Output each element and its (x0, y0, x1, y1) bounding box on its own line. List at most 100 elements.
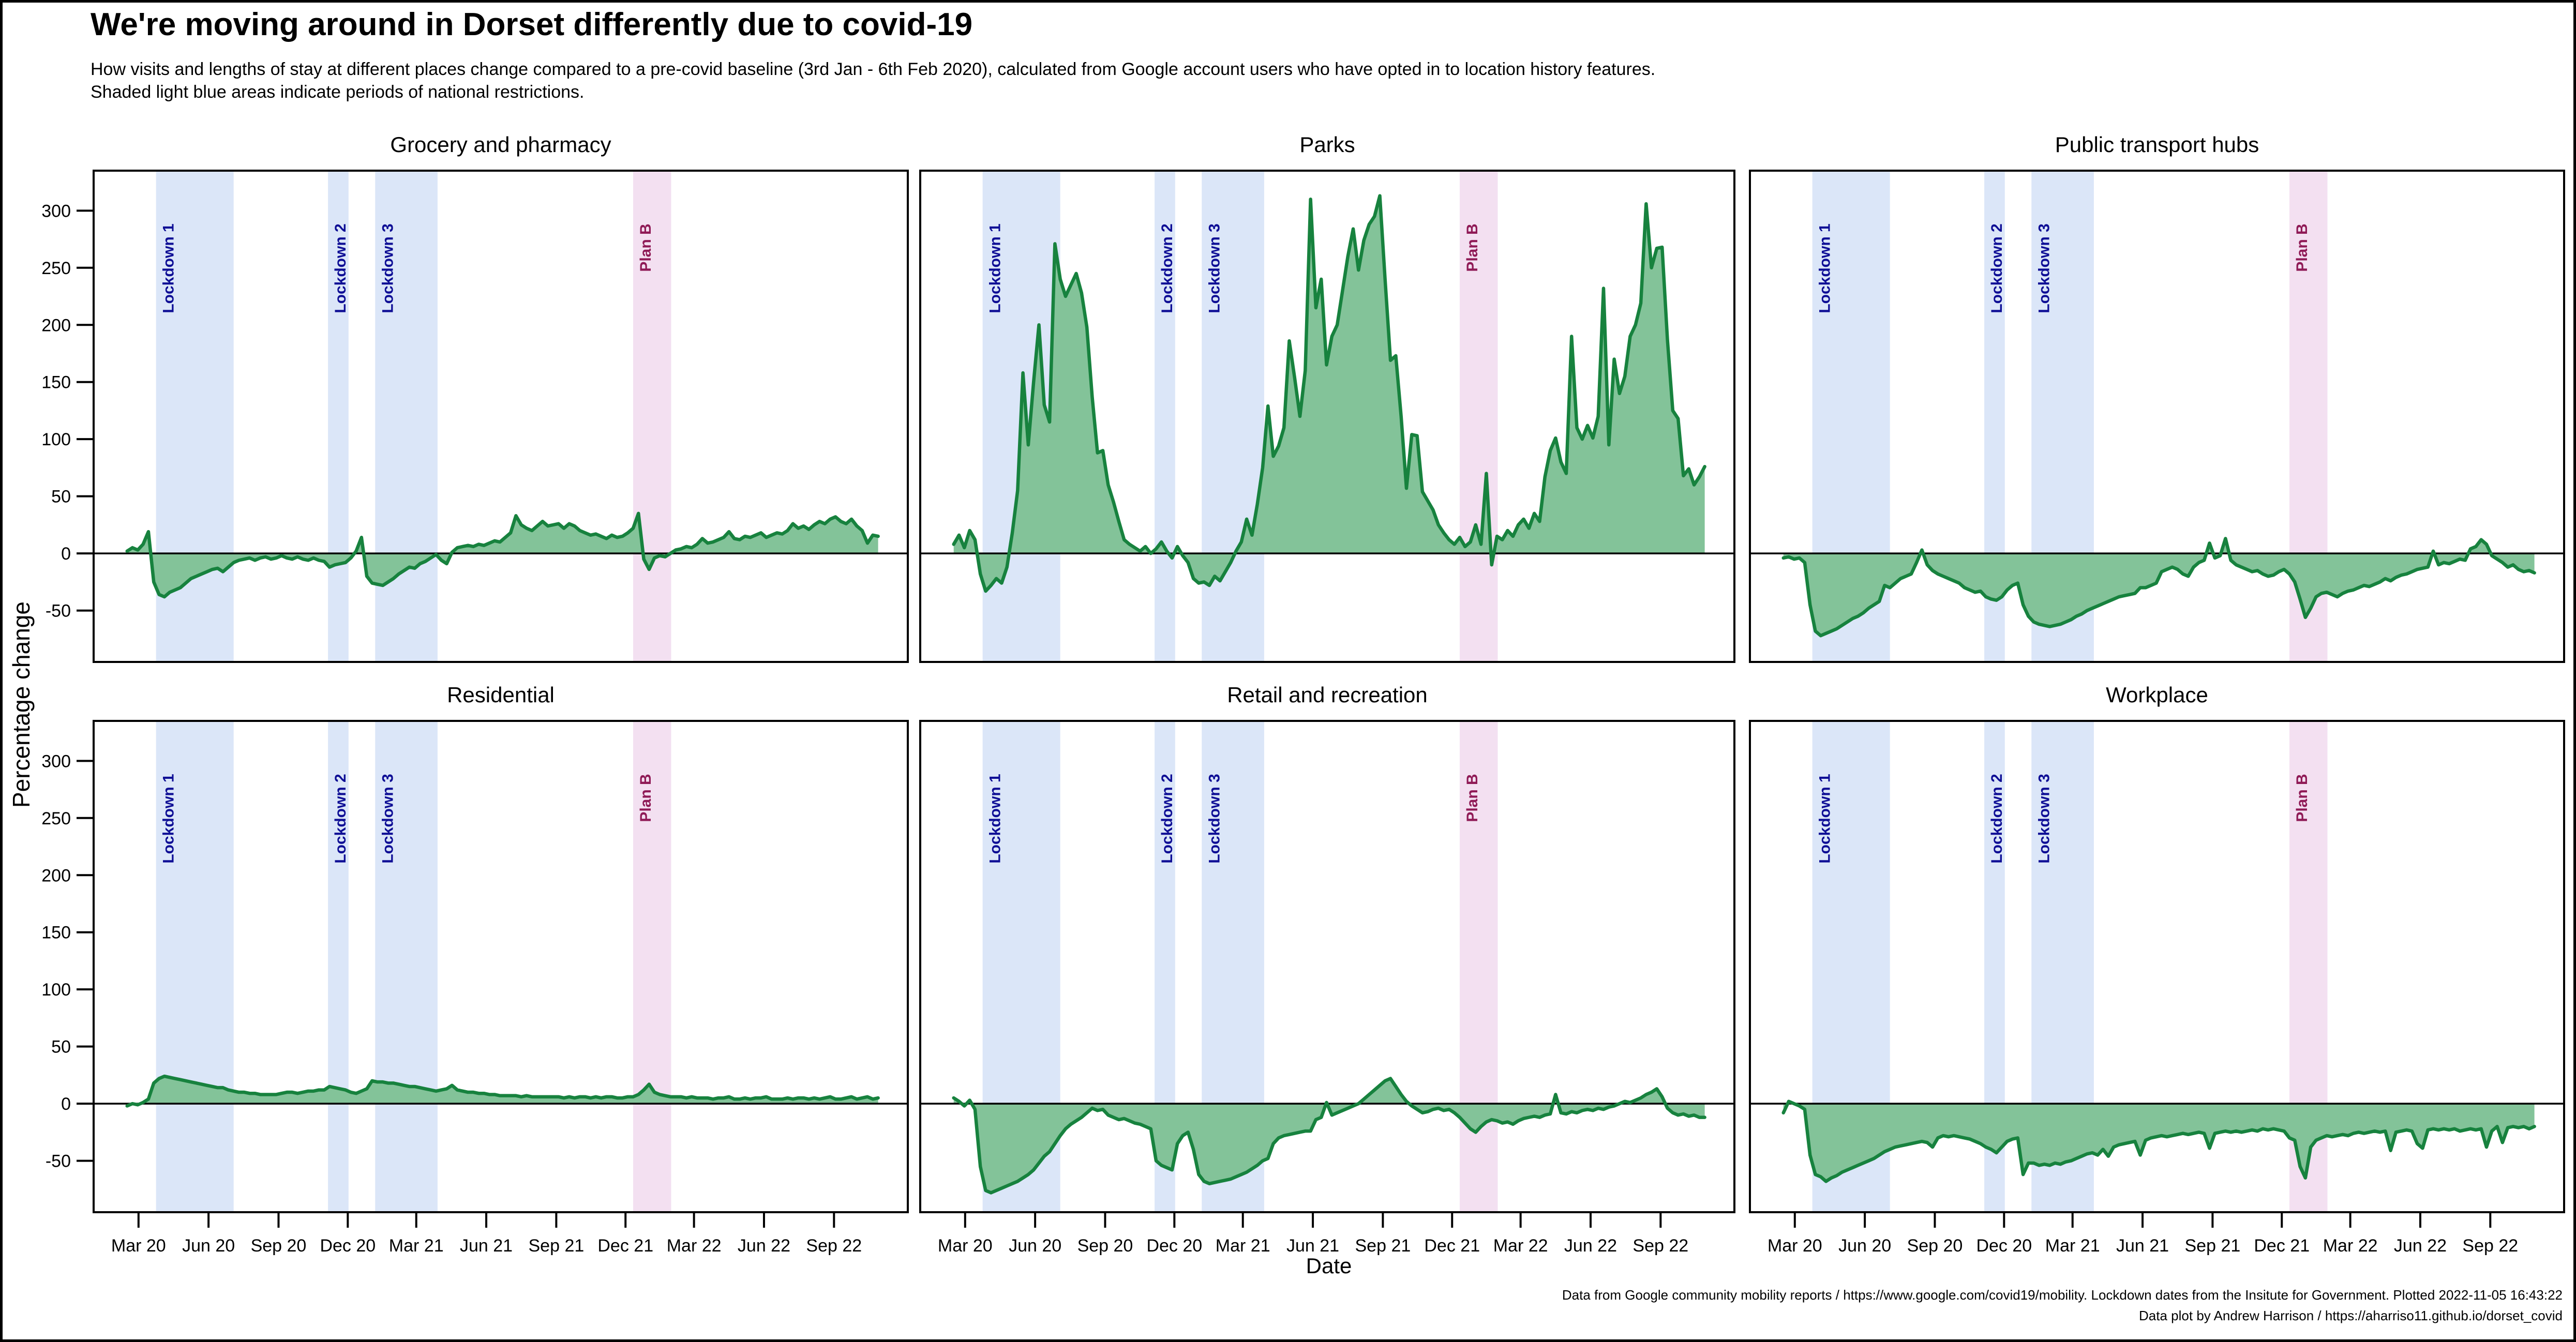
y-tick-label: 200 (41, 315, 71, 335)
panel-title-grocery: Grocery and pharmacy (390, 132, 611, 157)
x-tick-label: Dec 20 (1146, 1236, 1202, 1256)
series-area (127, 513, 878, 597)
footer: Data from Google community mobility repo… (1562, 1285, 2563, 1326)
x-tick-label: Sep 22 (2462, 1236, 2518, 1256)
series-line (952, 1077, 1706, 1195)
x-tick-label: Sep 20 (1907, 1236, 1963, 1256)
x-tick-label: Jun 22 (1564, 1236, 1617, 1256)
footer-line1: Data from Google community mobility repo… (1562, 1287, 2563, 1303)
band-label: Lockdown 1 (1817, 774, 1834, 863)
band-lockdown-2 (1155, 171, 1175, 662)
x-tick-label: Jun 21 (2116, 1236, 2169, 1256)
y-tick-label: 150 (41, 373, 71, 393)
x-tick-label: Jun 21 (1286, 1236, 1339, 1256)
y-tick-label: 100 (41, 430, 71, 449)
series-area (953, 195, 1705, 592)
band-label: Lockdown 2 (1988, 223, 2005, 313)
band-label: Lockdown 2 (1988, 774, 2005, 863)
y-tick-label: 150 (41, 923, 71, 943)
band-label: Lockdown 2 (1159, 223, 1176, 313)
band-lockdown-2 (328, 721, 349, 1212)
band-label: Lockdown 3 (379, 774, 396, 863)
series-line (952, 194, 1706, 593)
x-tick-label: Dec 21 (1424, 1236, 1480, 1256)
x-tick-label: Sep 22 (806, 1236, 862, 1256)
y-tick-label: -50 (46, 601, 71, 621)
band-label: Lockdown 3 (1206, 774, 1223, 863)
panel-parks: Lockdown 1 Lockdown 2 Lockdown 3 Plan B (919, 170, 1735, 663)
band-label: Plan B (1464, 774, 1481, 822)
panel-residential: Lockdown 1 Lockdown 2 Lockdown 3 Plan B 300 2… (41, 720, 909, 1256)
y-tick-label: 50 (51, 1037, 71, 1057)
subtitle: How visits and lengths of stay at differ… (91, 58, 1655, 103)
x-tick-label: Mar 21 (2045, 1236, 2100, 1256)
x-tick-label: Jun 22 (2394, 1236, 2447, 1256)
subtitle-line1: How visits and lengths of stay at differ… (91, 59, 1656, 79)
y-tick-label: -50 (46, 1152, 71, 1171)
band-label: Lockdown 2 (332, 774, 349, 863)
y-tick-label: 200 (41, 866, 71, 885)
x-tick-label: Sep 22 (1633, 1236, 1688, 1256)
y-tick-label: 300 (41, 751, 71, 771)
series-area (1783, 538, 2535, 636)
band-lockdown-1 (156, 721, 234, 1212)
band-label: Lockdown 1 (1817, 223, 1834, 313)
band-label: Plan B (637, 223, 654, 272)
subtitle-line2: Shaded light blue areas indicate periods… (91, 82, 585, 102)
panel-title-residential: Residential (447, 683, 555, 707)
panel-grocery-and-pharmacy: Lockdown 1 Lockdown 2 Lockdown 3 Plan B 300 2… (41, 170, 909, 663)
x-tick-label: Sep 21 (2185, 1236, 2241, 1256)
y-tick-label: 0 (61, 1094, 71, 1114)
panel-border (93, 720, 909, 1213)
band-lockdown-2 (328, 171, 349, 662)
x-tick-label: Jun 20 (182, 1236, 235, 1256)
panel-title-transport: Public transport hubs (2055, 132, 2259, 157)
band-label: Lockdown 1 (987, 774, 1004, 863)
band-label: Plan B (1464, 223, 1481, 272)
footer-line2: Data plot by Andrew Harrison / https://a… (2139, 1308, 2563, 1323)
y-tick-label: 50 (51, 487, 71, 507)
band-label: Lockdown 3 (2035, 223, 2053, 313)
band-label: Lockdown 1 (987, 223, 1004, 313)
x-axis-label: Date (1306, 1254, 1352, 1278)
band-label: Lockdown 3 (379, 223, 396, 313)
band-label: Lockdown 3 (1206, 223, 1223, 313)
x-tick-label: Mar 22 (2323, 1236, 2378, 1256)
panel-public-transport-hubs: Lockdown 1 Lockdown 2 Lockdown 3 Plan B (1749, 170, 2565, 663)
band-label: Plan B (2294, 774, 2311, 822)
series-area (1783, 1101, 2535, 1182)
band-plan-b (633, 171, 671, 662)
band-label: Lockdown 2 (332, 223, 349, 313)
band-label: Lockdown 2 (1159, 774, 1176, 863)
x-tick-label: Dec 20 (320, 1236, 376, 1256)
x-tick-label: Dec 20 (1976, 1236, 2032, 1256)
panel-title-parks: Parks (1299, 132, 1355, 157)
x-tick-label: Dec 21 (597, 1236, 653, 1256)
panel-border (919, 720, 1735, 1213)
x-tick-label: Jun 21 (460, 1236, 513, 1256)
x-tick-label: Mar 20 (111, 1236, 166, 1256)
x-tick-label: Jun 20 (1838, 1236, 1891, 1256)
panel-workplace: Lockdown 1 Lockdown 2 Lockdown 3 Plan B Mar … (1749, 720, 2565, 1256)
band-label: Plan B (637, 774, 654, 822)
x-tick-label: Sep 21 (529, 1236, 585, 1256)
x-tick-label: Sep 20 (251, 1236, 307, 1256)
y-tick-label: 250 (41, 809, 71, 828)
y-tick-label: 300 (41, 201, 71, 221)
panel-title-retail: Retail and recreation (1227, 683, 1428, 707)
band-lockdown-3 (375, 721, 438, 1212)
panel-border (919, 170, 1735, 663)
y-tick-label: 250 (41, 259, 71, 278)
series-line (1781, 537, 2536, 638)
x-tick-label: Mar 22 (1493, 1236, 1548, 1256)
panel-retail-and-recreation: Lockdown 1 Lockdown 2 Lockdown 3 Plan B Mar … (919, 720, 1735, 1256)
panel-border (1749, 720, 2565, 1213)
x-tick-label: Mar 20 (938, 1236, 993, 1256)
x-tick-label: Sep 20 (1077, 1236, 1133, 1256)
x-tick-label: Sep 21 (1355, 1236, 1411, 1256)
band-label: Lockdown 3 (2035, 774, 2053, 863)
panel-border (1749, 170, 2565, 663)
y-tick-label: 0 (61, 544, 71, 564)
band-label: Lockdown 1 (160, 774, 177, 863)
panel-border (93, 170, 909, 663)
